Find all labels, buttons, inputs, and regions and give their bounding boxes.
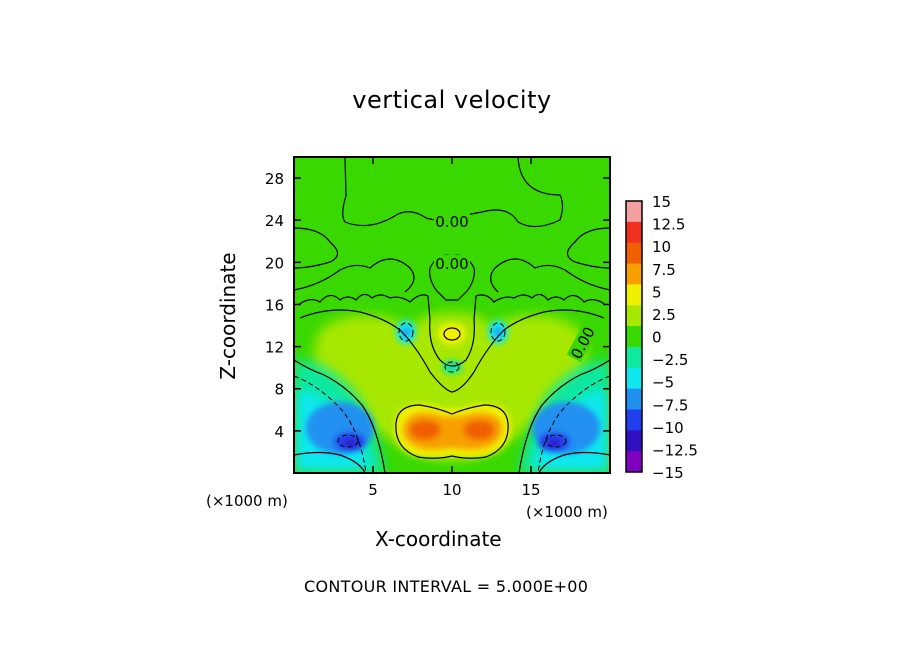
x-axis-unit-right: (×1000 m) [526,503,608,521]
colorbar-swatch [626,430,642,452]
colorbar-swatch [626,451,642,473]
colorbar-swatch [626,346,642,369]
colorbar-swatch [626,221,642,244]
x-tick-label: 15 [521,481,540,499]
colorbar-swatch [626,367,642,390]
x-tick-label: 5 [368,481,378,499]
contour-lines [294,157,610,473]
contour-label: 0.00 [434,213,470,231]
x-axis-unit-left: (×1000 m) [206,492,288,510]
contour-label-text: 0.00 [435,213,468,231]
colorbar-label: −7.5 [652,396,688,414]
colorbar-label: −12.5 [652,441,698,459]
colorbar-label: 12.5 [652,216,685,234]
colorbar-label: 15 [652,193,671,211]
y-tick-label: 16 [265,296,284,314]
axis-layer: 5 10 15 4 8 12 16 20 24 28 [265,157,610,499]
colorbar-swatch [626,242,642,265]
contour-label-text: 0.00 [435,255,468,273]
colorbar-swatch [626,284,642,306]
colorbar-swatch [626,326,642,348]
colorbar-label: −15 [652,464,684,482]
negative-contours [294,322,610,473]
colorbar-label: 10 [652,238,671,256]
colorbar-swatch [626,409,642,431]
colorbar-label: 0 [652,329,662,347]
colorbar-swatch [626,201,642,223]
colorbar-label: 7.5 [652,261,676,279]
y-tick-label: 4 [274,423,284,441]
colorbar-swatch [626,305,642,327]
colorbar: 15 12.5 10 7.5 5 2.5 0 −2.5 −5 −7.5 −10 −12.5 −15 [625,193,698,482]
chart-title: vertical velocity [352,86,552,114]
y-tick-label: 12 [265,339,284,357]
x-axis-label: X-coordinate [375,527,502,551]
contour-label: 0.00 [434,255,470,273]
x-tick-label: 10 [442,481,461,499]
colorbar-swatch [626,388,642,410]
y-tick-label: 20 [265,254,284,272]
colorbar-label: 2.5 [652,306,676,324]
colorbar-label: −10 [652,419,684,437]
colorbar-frame [625,200,643,473]
contour-label-layer: 0.000.000.00 [434,213,599,363]
colorbar-label: 5 [652,283,662,301]
y-tick-label: 8 [274,381,284,399]
colorbar-label: −2.5 [652,351,688,369]
y-tick-label: 24 [265,212,284,230]
contour-interval-caption: CONTOUR INTERVAL = 5.000E+00 [304,577,589,596]
y-tick-label: 28 [265,170,284,188]
colorbar-swatch [626,263,642,285]
colorbar-label: −5 [652,374,674,392]
velocity-field [294,157,610,473]
